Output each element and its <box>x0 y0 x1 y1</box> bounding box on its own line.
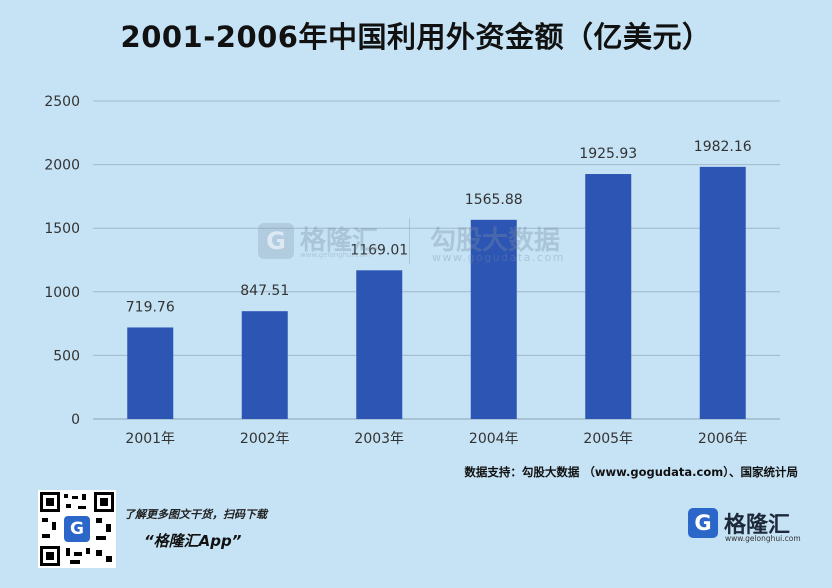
y-tick-label: 1000 <box>44 285 80 301</box>
bar <box>470 219 517 419</box>
bar <box>356 270 403 419</box>
data-label: 719.76 <box>126 299 175 315</box>
watermark-url-gogudata: www.gogudata.com <box>432 251 565 264</box>
watermark-logo-icon: G <box>258 223 294 259</box>
bar <box>127 327 174 419</box>
brand-url: www.gelonghui.com <box>725 534 801 543</box>
brand-logo-icon: G <box>688 508 718 538</box>
x-tick-label: 2003年 <box>354 431 404 447</box>
footer: G 了解更多图文干货，扫码下载 “格隆汇App” G 格隆汇 www.gelon… <box>0 486 832 588</box>
watermark-divider <box>409 218 410 264</box>
data-label: 1565.88 <box>465 192 523 208</box>
promo-app-name: “格隆汇App” <box>144 532 242 550</box>
watermark-name-gogudata: 勾股大数据 <box>430 226 561 256</box>
watermark-url-gelonghui: www.gelonghui.com <box>300 251 371 259</box>
y-tick-label: 2000 <box>44 158 80 174</box>
x-tick-label: 2006年 <box>698 431 748 447</box>
y-tick-label: 1500 <box>44 221 80 237</box>
bar-chart: 0 500 1000 1500 2000 2500 719.76 2001年 847.51 200… <box>44 94 780 447</box>
brand-name: 格隆汇 <box>724 513 791 538</box>
x-tick-label: 2005年 <box>583 431 633 447</box>
y-tick-label: 500 <box>53 348 80 364</box>
qr-logo-icon: G <box>64 516 90 542</box>
bar <box>241 311 288 419</box>
watermark-name-gelonghui: 格隆汇 <box>300 226 379 256</box>
qr-code-pattern <box>40 492 114 566</box>
data-label: 1169.01 <box>350 242 408 258</box>
x-tick-label: 2001年 <box>125 431 175 447</box>
x-tick-label: 2002年 <box>240 431 290 447</box>
qr-code: G <box>38 490 116 568</box>
promo-text: 了解更多图文干货，扫码下载 <box>124 508 267 521</box>
x-tick-label: 2004年 <box>469 431 519 447</box>
y-tick-label: 0 <box>71 412 80 428</box>
bar <box>699 166 746 419</box>
y-tick-label: 2500 <box>44 94 80 110</box>
data-source-note: 数据支持：勾股大数据 （www.gogudata.com）、国家统计局 <box>464 465 798 479</box>
bar <box>585 174 632 419</box>
data-label: 1925.93 <box>579 146 637 162</box>
data-label: 1982.16 <box>694 139 752 155</box>
chart-title: 2001-2006年中国利用外资金额（亿美元） <box>120 20 712 54</box>
data-label: 847.51 <box>240 283 289 299</box>
